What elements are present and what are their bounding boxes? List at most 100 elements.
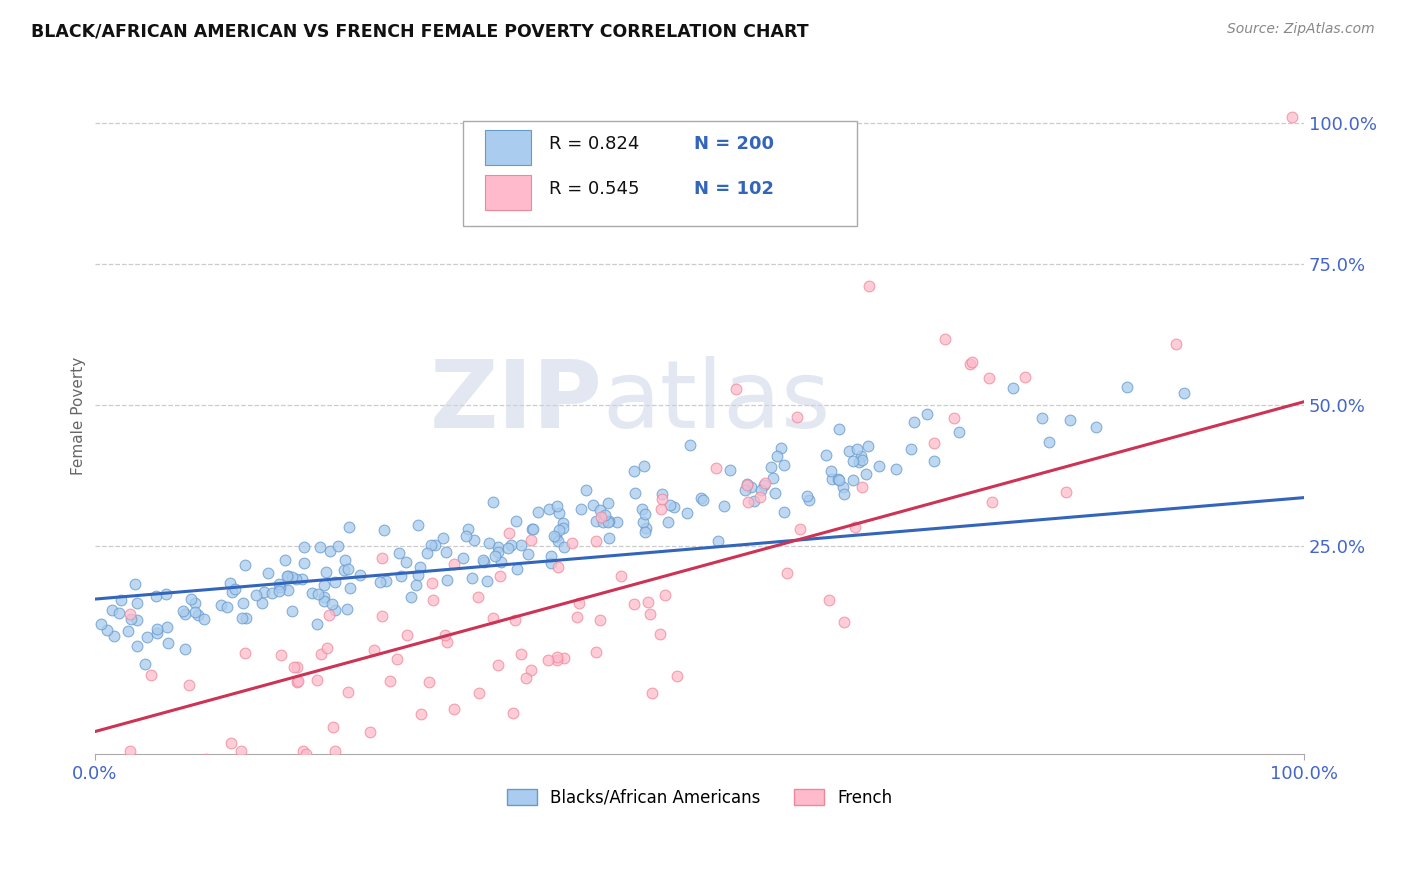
Point [145,589,167,603]
Point [134,657,156,672]
Point [634,524,657,539]
Point [1281,110,1303,124]
Point [486,541,509,555]
Point [763,486,786,500]
Point [308,540,330,554]
Point [287,675,309,690]
Point [387,546,409,560]
Point [312,578,335,592]
Point [749,483,772,498]
Point [818,592,841,607]
Point [235,611,257,625]
Point [561,536,583,550]
Point [915,407,938,421]
Point [796,489,818,503]
Point [569,502,592,516]
Point [690,491,713,505]
Point [851,453,873,467]
Point [287,673,309,688]
Point [1014,369,1036,384]
Text: atlas: atlas [603,356,831,449]
Point [232,596,254,610]
Point [592,516,614,530]
Point [124,576,146,591]
Point [654,588,676,602]
Point [498,525,520,540]
Point [250,596,273,610]
Point [582,498,605,512]
Point [596,496,619,510]
Point [328,540,350,554]
Point [467,591,489,605]
Point [269,580,291,594]
Point [725,382,748,396]
Point [506,562,529,576]
Point [156,620,179,634]
Point [453,550,475,565]
Point [436,635,458,649]
Point [766,449,789,463]
Point [96,623,118,637]
Point [737,494,759,508]
Point [409,560,432,574]
Point [832,615,855,630]
Point [510,537,533,551]
Point [1054,485,1077,500]
Point [120,744,142,758]
Point [336,601,359,615]
Point [101,603,124,617]
Point [294,556,316,570]
Point [820,464,842,478]
Point [651,486,673,500]
Point [598,514,620,528]
Point [219,736,242,750]
Point [841,453,863,467]
Point [553,651,575,665]
Point [481,610,503,624]
Point [713,499,735,513]
Point [496,541,519,555]
Point [754,475,776,490]
Point [221,584,243,599]
Point [110,593,132,607]
Point [305,673,328,688]
Point [295,747,318,761]
Point [589,503,612,517]
Point [856,439,879,453]
Point [443,557,465,571]
Point [391,569,413,583]
Point [125,613,148,627]
Point [849,449,872,463]
Point [593,508,616,523]
Point [337,562,360,576]
Text: BLACK/AFRICAN AMERICAN VS FRENCH FEMALE POVERTY CORRELATION CHART: BLACK/AFRICAN AMERICAN VS FRENCH FEMALE … [31,22,808,40]
Point [610,569,633,583]
Point [704,460,727,475]
Point [174,641,197,656]
Point [637,595,659,609]
Point [679,438,702,452]
Point [520,522,543,536]
Point [977,370,1000,384]
Point [517,547,540,561]
Point [314,590,336,604]
Point [157,636,180,650]
Point [568,596,591,610]
Point [740,480,762,494]
Point [848,455,870,469]
Point [547,533,569,548]
Point [467,686,489,700]
Point [821,472,844,486]
Point [537,653,560,667]
Point [489,555,512,569]
Point [789,522,811,536]
Point [606,515,628,529]
Point [832,487,855,501]
Point [773,458,796,472]
Point [385,652,408,666]
Point [546,499,568,513]
Point [858,279,880,293]
Point [591,509,613,524]
Point [231,610,253,624]
Point [481,495,503,509]
